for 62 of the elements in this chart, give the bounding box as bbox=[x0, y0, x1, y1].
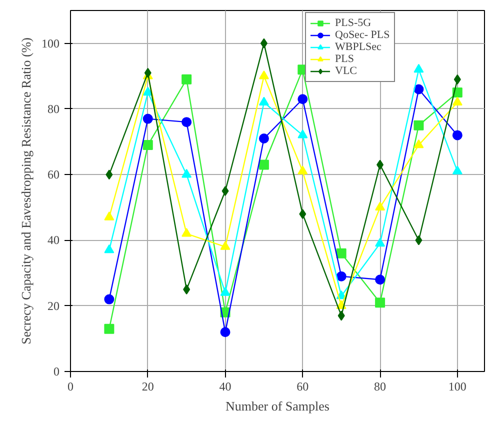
x-tick-label: 100 bbox=[448, 380, 466, 394]
point bbox=[142, 114, 153, 124]
x-axis-title: Number of Samples bbox=[226, 398, 330, 414]
point bbox=[258, 70, 269, 80]
x-tick-label: 40 bbox=[219, 380, 232, 394]
point bbox=[452, 130, 462, 140]
point bbox=[106, 170, 113, 180]
point bbox=[182, 168, 192, 178]
x-tick-label: 0 bbox=[68, 380, 74, 394]
y-tick-label: 80 bbox=[48, 102, 60, 116]
point bbox=[182, 74, 192, 84]
point bbox=[452, 166, 462, 174]
legend-label: VLC bbox=[335, 65, 357, 77]
point bbox=[104, 324, 114, 334]
point bbox=[220, 287, 230, 296]
y-tick-label: 20 bbox=[48, 298, 60, 313]
point bbox=[258, 134, 269, 144]
point bbox=[258, 160, 269, 170]
point bbox=[415, 235, 422, 246]
point bbox=[104, 294, 114, 304]
legend-label: PLS-5G bbox=[335, 17, 372, 29]
point bbox=[183, 284, 190, 294]
point bbox=[375, 298, 386, 308]
point bbox=[452, 96, 462, 106]
y-tick-label: 0 bbox=[54, 364, 60, 378]
point bbox=[336, 248, 346, 258]
point bbox=[182, 117, 192, 128]
point bbox=[220, 327, 230, 338]
point bbox=[414, 120, 424, 130]
point bbox=[454, 74, 461, 84]
legend-label: WBPLSec bbox=[335, 41, 382, 53]
point bbox=[182, 228, 192, 237]
legend-label: PLS bbox=[335, 53, 355, 65]
point bbox=[299, 208, 306, 219]
point bbox=[375, 274, 386, 285]
y-tick-label: 100 bbox=[42, 36, 60, 50]
legend-label: QoSec- PLS bbox=[335, 29, 390, 41]
point bbox=[220, 241, 230, 250]
point bbox=[414, 139, 424, 148]
x-tick-label: 80 bbox=[374, 380, 386, 394]
point bbox=[104, 212, 114, 220]
point bbox=[338, 310, 345, 321]
point bbox=[375, 238, 386, 247]
point bbox=[336, 271, 346, 282]
point bbox=[414, 64, 424, 73]
point bbox=[142, 140, 153, 150]
y-tick-label: 60 bbox=[48, 168, 60, 182]
point bbox=[414, 84, 424, 94]
x-tick-label: 60 bbox=[296, 380, 309, 394]
point bbox=[298, 130, 308, 138]
point bbox=[104, 244, 114, 254]
y-tick-label: 40 bbox=[48, 233, 60, 248]
point bbox=[260, 38, 268, 48]
point bbox=[376, 160, 384, 170]
point bbox=[298, 166, 308, 174]
point bbox=[222, 186, 229, 196]
point bbox=[144, 68, 152, 78]
point bbox=[298, 94, 308, 104]
y-axis-title: Secrecy Capacity and Eavesdropping Resistance Ratio (%) bbox=[18, 38, 34, 344]
x-tick-label: 20 bbox=[142, 380, 154, 394]
point bbox=[258, 96, 269, 106]
point bbox=[375, 202, 386, 211]
